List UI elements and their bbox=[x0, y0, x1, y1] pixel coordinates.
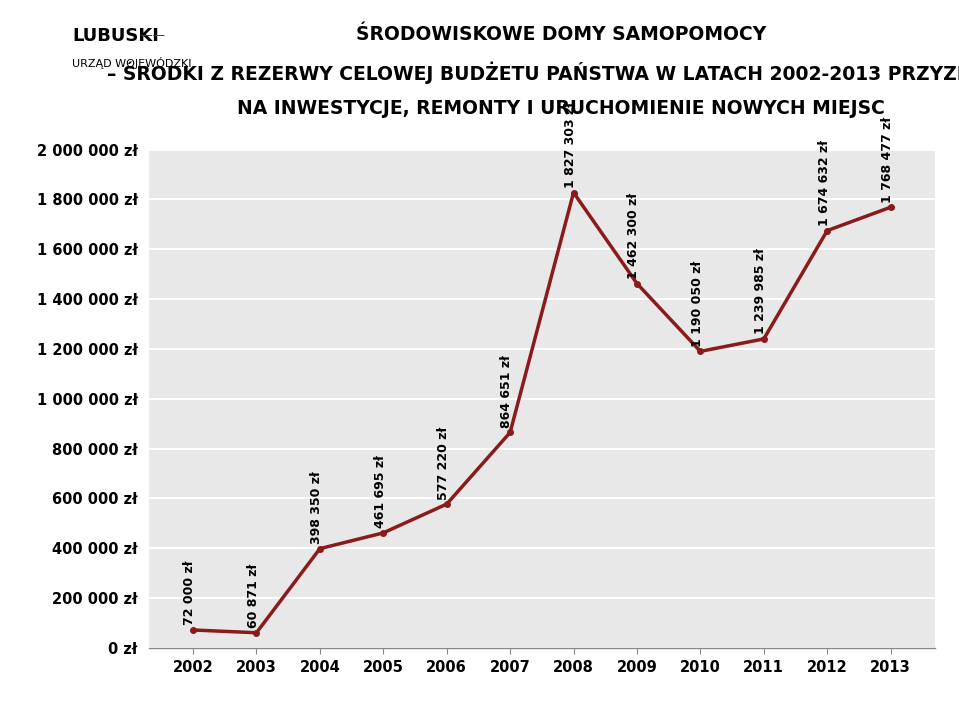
Text: 398 350 zł: 398 350 zł bbox=[310, 471, 323, 544]
Text: 577 220 zł: 577 220 zł bbox=[437, 426, 450, 500]
Text: 461 695 zł: 461 695 zł bbox=[374, 456, 386, 528]
Text: 60 871 zł: 60 871 zł bbox=[246, 564, 260, 628]
Text: NA INWESTYCJE, REMONTY I URUCHOMIENIE NOWYCH MIEJSC: NA INWESTYCJE, REMONTY I URUCHOMIENIE NO… bbox=[237, 99, 885, 118]
Text: – ŚRODKI Z REZERWY CELOWEJ BUDŻETU PAŃSTWA W LATACH 2002-2013 PRZYZNANE: – ŚRODKI Z REZERWY CELOWEJ BUDŻETU PAŃST… bbox=[106, 62, 959, 85]
Text: 864 651 zł: 864 651 zł bbox=[501, 355, 513, 428]
Text: ✦: ✦ bbox=[21, 36, 47, 66]
Text: 72 000 zł: 72 000 zł bbox=[183, 561, 197, 626]
Text: URZĄD WOJEWÓDZKI: URZĄD WOJEWÓDZKI bbox=[72, 57, 192, 68]
Text: ŚRODOWISKOWE DOMY SAMOPOMOCY: ŚRODOWISKOWE DOMY SAMOPOMOCY bbox=[356, 25, 766, 44]
Text: 1 462 300 zł: 1 462 300 zł bbox=[627, 193, 641, 279]
Text: 1 768 477 zł: 1 768 477 zł bbox=[881, 117, 894, 203]
Text: 1 827 303 zł: 1 827 303 zł bbox=[564, 102, 577, 188]
Text: 1 239 985 zł: 1 239 985 zł bbox=[754, 248, 767, 335]
Text: 1 190 050 zł: 1 190 050 zł bbox=[690, 261, 704, 347]
Text: ——: —— bbox=[132, 29, 165, 42]
Text: LUBUSKI: LUBUSKI bbox=[72, 26, 159, 45]
Text: 1 674 632 zł: 1 674 632 zł bbox=[817, 140, 830, 226]
